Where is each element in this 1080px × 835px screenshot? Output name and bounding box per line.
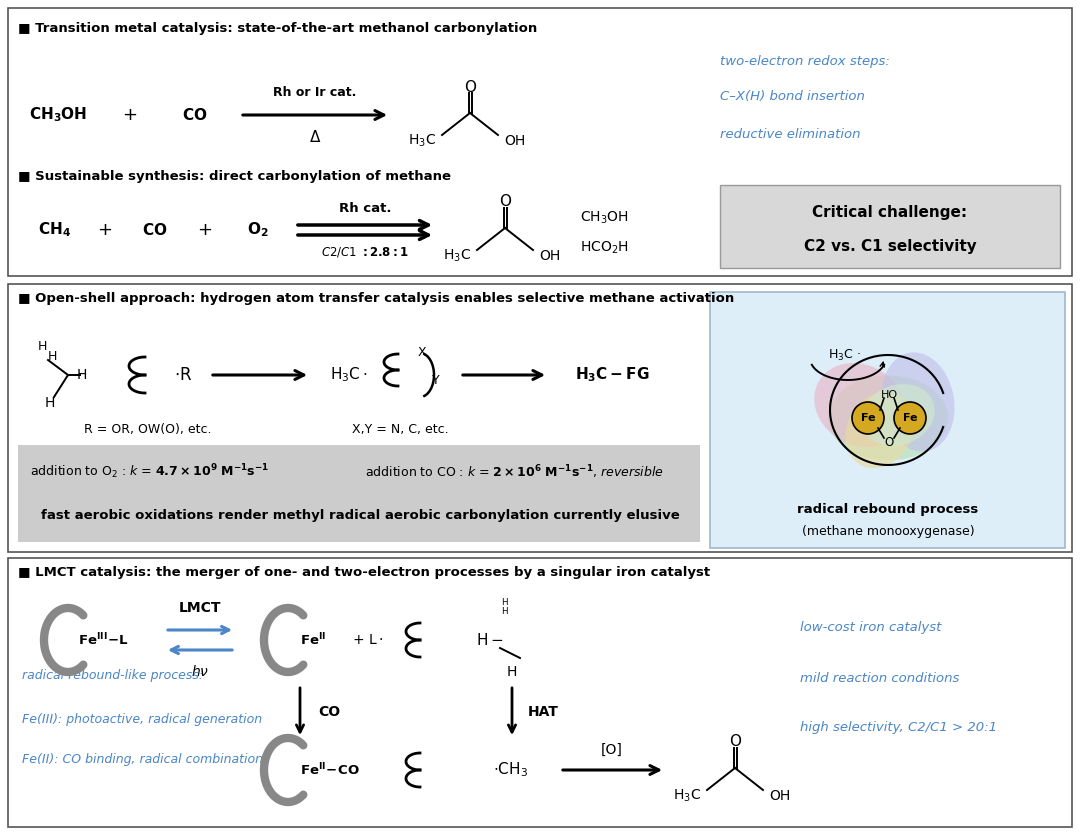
Text: Fe: Fe	[903, 413, 917, 423]
Text: [O]: [O]	[602, 743, 623, 757]
Text: Y: Y	[432, 373, 440, 387]
Text: $\mathregular{O_2}$: $\mathregular{O_2}$	[247, 220, 269, 240]
Text: $\Delta$: $\Delta$	[309, 129, 321, 145]
Text: addition to CO : $k$ = $\mathbf{2 \times 10^6}$ $\mathbf{M^{-1}s^{-1}}$, $\it{re: addition to CO : $k$ = $\mathbf{2 \times…	[365, 463, 664, 481]
Bar	[18, 445, 700, 542]
Text: $\mathregular{Fe^{III}\!-\!L}$: $\mathregular{Fe^{III}\!-\!L}$	[78, 632, 129, 648]
Text: O: O	[499, 195, 511, 210]
Text: $\mathregular{Fe^{II}}$: $\mathregular{Fe^{II}}$	[300, 632, 326, 648]
Text: $\mathregular{CH_4}$: $\mathregular{CH_4}$	[39, 220, 71, 240]
Text: HO: HO	[880, 390, 897, 400]
Bar	[8, 284, 1072, 552]
Text: two-electron redox steps:: two-electron redox steps:	[720, 55, 890, 68]
Text: CO: CO	[318, 705, 340, 719]
Bar	[710, 292, 1065, 548]
Text: Fe(III): photoactive, radical generation: Fe(III): photoactive, radical generation	[22, 713, 262, 726]
Text: ■ Transition metal catalysis: state-of-the-art methanol carbonylation: ■ Transition metal catalysis: state-of-t…	[18, 22, 537, 35]
Circle shape	[894, 402, 926, 434]
Text: C–X(H) bond insertion: C–X(H) bond insertion	[720, 90, 865, 103]
Text: $\mathregular{^H_H}$: $\mathregular{^H_H}$	[501, 598, 509, 618]
Text: $h\nu$: $h\nu$	[191, 665, 210, 680]
Text: $\mathregular{H-}$: $\mathregular{H-}$	[476, 632, 503, 648]
Text: Fe: Fe	[861, 413, 875, 423]
Text: $\mathregular{H}$: $\mathregular{H}$	[37, 341, 48, 353]
Text: ■ LMCT catalysis: the merger of one- and two-electron processes by a singular ir: ■ LMCT catalysis: the merger of one- and…	[18, 566, 711, 579]
Text: ■ Open-shell approach: hydrogen atom transfer catalysis enables selective methan: ■ Open-shell approach: hydrogen atom tra…	[18, 292, 734, 305]
Text: (methane monooxygenase): (methane monooxygenase)	[801, 525, 974, 539]
Text: +: +	[97, 221, 112, 239]
Text: $\mathregular{CO}$: $\mathregular{CO}$	[143, 222, 167, 238]
Text: OH: OH	[539, 249, 561, 263]
Text: $\mathregular{H}$: $\mathregular{H}$	[44, 396, 55, 410]
Text: addition to O$_2$ : $k$ = $\mathbf{4.7 \times 10^9}$ $\mathbf{M^{-1}s^{-1}}$: addition to O$_2$ : $k$ = $\mathbf{4.7 \…	[30, 463, 269, 481]
Circle shape	[852, 402, 885, 434]
Text: $\mathregular{H}$: $\mathregular{H}$	[46, 351, 57, 363]
Text: Rh cat.: Rh cat.	[339, 201, 391, 215]
Text: O: O	[464, 79, 476, 94]
Text: R = OR, OW(O), etc.: R = OR, OW(O), etc.	[84, 423, 212, 437]
Ellipse shape	[881, 352, 955, 452]
Bar	[8, 558, 1072, 827]
Text: $\mathregular{CH_3OH}$: $\mathregular{CH_3OH}$	[29, 106, 87, 124]
Text: $\it{C2/C1}$ $\mathbf{: 2.8 :1}$: $\it{C2/C1}$ $\mathbf{: 2.8 :1}$	[321, 245, 408, 259]
Text: ■ Sustainable synthesis: direct carbonylation of methane: ■ Sustainable synthesis: direct carbonyl…	[18, 170, 451, 183]
Text: $\mathregular{H_3C-FG}$: $\mathregular{H_3C-FG}$	[575, 366, 649, 384]
Text: fast aerobic oxidations render methyl radical aerobic carbonylation currently el: fast aerobic oxidations render methyl ra…	[41, 509, 679, 522]
Text: OH: OH	[504, 134, 525, 148]
Text: $\mathregular{H_3C\cdot}$: $\mathregular{H_3C\cdot}$	[330, 366, 367, 384]
Text: $\mathregular{CH_3OH}$: $\mathregular{CH_3OH}$	[580, 210, 629, 226]
Text: O: O	[885, 436, 893, 448]
Text: X: X	[418, 347, 427, 360]
Ellipse shape	[828, 376, 948, 460]
Text: high selectivity, C2/C1 > 20:1: high selectivity, C2/C1 > 20:1	[800, 721, 997, 735]
Text: +: +	[198, 221, 213, 239]
Text: Rh or Ir cat.: Rh or Ir cat.	[273, 87, 356, 99]
Bar	[8, 8, 1072, 276]
Text: radical rebound process: radical rebound process	[797, 504, 978, 517]
Ellipse shape	[861, 384, 934, 446]
Text: low-cost iron catalyst: low-cost iron catalyst	[800, 621, 942, 635]
Text: $\mathregular{H}$: $\mathregular{H}$	[77, 368, 87, 382]
Text: O: O	[729, 735, 741, 750]
Text: $\mathregular{H_3C}$ ·: $\mathregular{H_3C}$ ·	[828, 347, 861, 362]
Text: $\mathregular{H_3C}$: $\mathregular{H_3C}$	[443, 248, 471, 264]
Text: reductive elimination: reductive elimination	[720, 128, 861, 141]
Text: $\mathregular{CO}$: $\mathregular{CO}$	[183, 107, 207, 123]
Text: $\mathregular{H_3C}$: $\mathregular{H_3C}$	[673, 787, 701, 804]
Text: mild reaction conditions: mild reaction conditions	[800, 671, 959, 685]
Text: C2 vs. C1 selectivity: C2 vs. C1 selectivity	[804, 240, 976, 255]
Text: $\mathregular{H_3C}$: $\mathregular{H_3C}$	[408, 133, 436, 149]
Text: $\mathregular{HCO_2H}$: $\mathregular{HCO_2H}$	[580, 240, 629, 256]
Text: $\cdot\mathregular{R}$: $\cdot\mathregular{R}$	[174, 366, 192, 384]
Text: Critical challenge:: Critical challenge:	[812, 205, 968, 220]
Text: OH: OH	[769, 789, 791, 803]
Ellipse shape	[814, 363, 906, 447]
Text: $\mathregular{Fe^{II}\!-\!CO}$: $\mathregular{Fe^{II}\!-\!CO}$	[300, 762, 360, 778]
Ellipse shape	[846, 392, 915, 468]
Text: HAT: HAT	[528, 705, 558, 719]
Bar	[720, 185, 1059, 268]
Text: X,Y = N, C, etc.: X,Y = N, C, etc.	[352, 423, 448, 437]
Text: $\cdot\mathregular{CH_3}$: $\cdot\mathregular{CH_3}$	[492, 761, 527, 779]
Text: H: H	[507, 665, 517, 679]
Text: +: +	[122, 106, 137, 124]
Text: radical rebound-like process:: radical rebound-like process:	[22, 669, 203, 681]
Text: LMCT: LMCT	[179, 601, 221, 615]
Text: $+\ \mathregular{L}\cdot$: $+\ \mathregular{L}\cdot$	[352, 633, 383, 647]
Text: Fe(II): CO binding, radical combinations: Fe(II): CO binding, radical combinations	[22, 753, 270, 767]
